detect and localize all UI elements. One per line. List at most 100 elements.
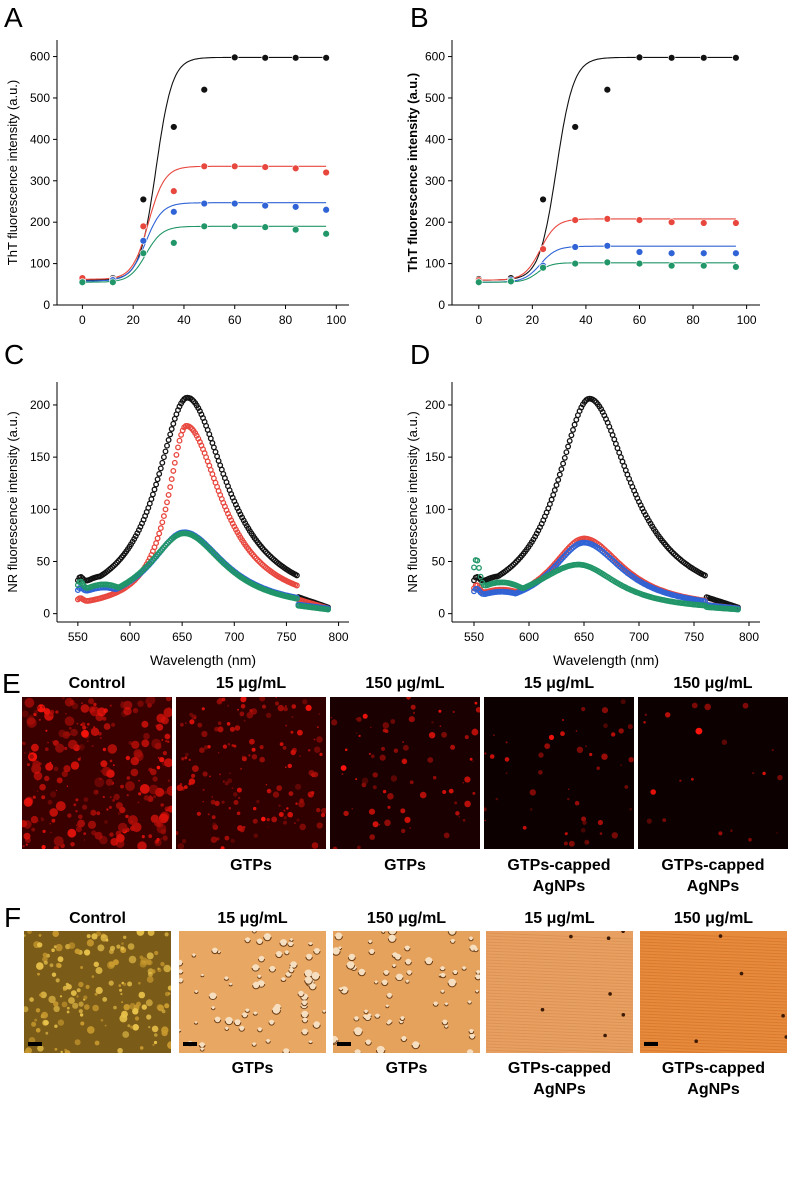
spectrum-point-black: [558, 466, 565, 473]
afm-scan-line: [640, 1001, 787, 1009]
fluorescent-spot: [287, 763, 292, 769]
afm-aggregate: [86, 934, 91, 939]
afm-particle: [381, 979, 388, 986]
spectrum-point-black: [553, 482, 560, 489]
afm-particle-shadow: [211, 950, 219, 955]
fluorescent-spot: [777, 774, 783, 781]
afm-scan-line: [486, 998, 633, 1006]
fluorescent-spot: [236, 787, 242, 793]
fluorescent-spot: [443, 832, 450, 839]
fluorescent-spot: [455, 811, 460, 816]
y-axis-label: ThT fluorescence intensity (a.u.): [5, 80, 20, 265]
spectrum-point-black: [148, 496, 155, 503]
afm-aggregate: [85, 984, 90, 989]
afm-particle: [209, 992, 217, 1001]
x-tick-label: 0: [79, 313, 86, 327]
afm-particle-shadow: [450, 940, 456, 944]
fluorescent-spot: [611, 832, 618, 839]
fluorescent-spot: [229, 772, 231, 775]
afm-particle: [405, 958, 412, 965]
fluorescent-spot: [332, 846, 338, 849]
fluorescent-spot: [458, 816, 461, 818]
fluorescent-spot: [259, 756, 265, 763]
spectrum-point-green: [476, 564, 482, 571]
x-tick-label: 750: [684, 630, 704, 644]
fluorescent-spot: [427, 757, 434, 763]
fluorescent-spot: [202, 771, 208, 777]
afm-aggregate: [123, 982, 127, 986]
afm-scan-line: [640, 1025, 787, 1033]
afm-particle-shadow: [241, 1014, 249, 1019]
fluorescent-spot: [217, 721, 222, 725]
panel-f-bottom-label: GTPs-capped AgNPs: [507, 1060, 612, 1098]
fluorescence-image: [484, 697, 634, 849]
fluorescent-spot: [316, 807, 321, 813]
spectrum-point-black: [566, 437, 573, 444]
spectrum-point-green: [214, 553, 221, 560]
fluorescent-spot: [132, 707, 139, 714]
fluorescent-spot: [628, 757, 634, 763]
fluorescent-spot: [356, 732, 358, 734]
afm-particle-shadow: [223, 978, 230, 981]
afm-aggregate: [93, 961, 100, 967]
afm-aggregate: [94, 1040, 100, 1046]
fluorescent-spot: [81, 722, 86, 727]
fluorescent-spot: [316, 736, 323, 743]
fluorescent-spot: [103, 723, 111, 730]
spectrum-point-red: [160, 513, 167, 520]
fluorescent-spot: [49, 709, 55, 715]
afm-particle: [275, 951, 283, 958]
data-point-blue: [261, 201, 269, 210]
fluorescent-spot: [381, 746, 385, 751]
spectrum-point-black: [167, 431, 174, 438]
afm-particle: [244, 937, 251, 943]
fluorescent-spot: [68, 727, 72, 730]
fit-curve-green: [82, 225, 327, 283]
afm-scan-line: [486, 1043, 633, 1051]
fluorescent-spot: [167, 740, 170, 743]
x-tick-label: 60: [228, 313, 242, 327]
afm-particle: [272, 1006, 281, 1015]
afm-aggregate: [161, 1030, 168, 1037]
fluorescent-spot: [358, 734, 361, 738]
x-tick-label: 60: [633, 313, 647, 327]
fluorescent-spot: [643, 721, 646, 724]
data-point-black: [667, 54, 676, 62]
fluorescent-spot: [146, 697, 156, 705]
fluorescent-spot: [538, 770, 543, 775]
fluorescent-spot: [109, 788, 111, 790]
afm-particle-shadow: [373, 982, 379, 985]
afm-scan-line: [486, 968, 633, 976]
afm-particle: [388, 934, 396, 943]
panel-letter-f: F: [4, 902, 22, 933]
fluorescent-spot: [240, 697, 247, 703]
afm-particle: [348, 953, 356, 961]
fluorescent-spot: [116, 833, 125, 843]
fluorescent-spot: [229, 726, 235, 732]
fluorescent-spot: [77, 757, 81, 761]
x-tick-label: 700: [224, 630, 244, 644]
afm-particle-shadow: [353, 1018, 360, 1022]
data-point-green: [109, 278, 117, 286]
afm-particle: [301, 1000, 308, 1006]
fluorescent-spot: [259, 745, 264, 750]
afm-particle-shadow: [301, 1002, 308, 1007]
panel-f-top-label: 150 μg/mL: [673, 910, 754, 927]
afm-scan-line: [640, 932, 787, 940]
fluorescent-spot: [221, 697, 226, 702]
fluorescent-spot: [214, 726, 219, 732]
afm-scan-line: [486, 1022, 633, 1030]
spectrum-point-black: [267, 553, 274, 560]
afm-particle: [448, 931, 457, 936]
afm-aggregate: [83, 995, 88, 1000]
spectrum-point-green: [474, 557, 481, 564]
fluorescent-spot: [370, 754, 375, 759]
afm-particle: [405, 979, 410, 984]
afm-aggregate: [153, 1040, 158, 1045]
afm-particle: [781, 1014, 785, 1018]
afm-particle: [476, 970, 480, 975]
afm-particle: [394, 953, 401, 961]
fluorescent-spot: [90, 809, 97, 816]
fluorescent-spot: [393, 748, 399, 753]
afm-particle-shadow: [368, 951, 376, 955]
